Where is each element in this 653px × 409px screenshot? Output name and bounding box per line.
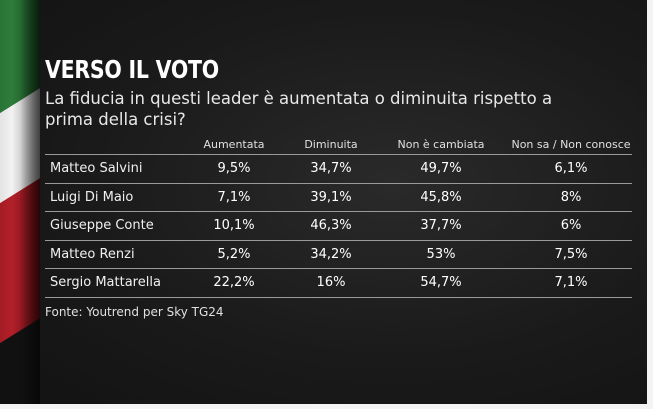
table-cell: 22,2% <box>213 275 255 290</box>
chart-title: VERSO IL VOTO <box>45 55 219 84</box>
table-cell: 49,7% <box>420 161 462 176</box>
table-cell: 16% <box>316 275 346 290</box>
frame-border-right <box>647 0 653 409</box>
table-divider <box>45 211 632 212</box>
table-cell: 45,8% <box>420 189 462 205</box>
frame-border-bottom <box>0 404 653 409</box>
chart-subtitle: La fiducia in questi leader è aumentata … <box>45 89 553 129</box>
row-label: Matteo Salvini <box>50 161 143 176</box>
column-header: Aumentata <box>203 138 265 151</box>
table-cell: 5,2% <box>217 246 251 262</box>
table-cell: 34,2% <box>310 246 352 262</box>
table-cell: 54,7% <box>420 275 462 290</box>
table-divider <box>45 296 632 298</box>
table-cell: 37,7% <box>420 218 462 233</box>
table-divider <box>45 239 632 241</box>
row-label: Giuseppe Conte <box>50 218 154 233</box>
table-cell: 53% <box>426 246 456 262</box>
table-cell: 9,5% <box>217 161 251 176</box>
column-header: Non sa / Non conosce <box>511 138 631 151</box>
table-divider <box>45 182 632 184</box>
table-cell: 8% <box>560 189 582 205</box>
table-cell: 34,7% <box>310 161 352 176</box>
row-label: Matteo Renzi <box>50 246 135 262</box>
table-cell: 7,1% <box>554 275 588 290</box>
table-divider <box>45 268 632 269</box>
row-label: Luigi Di Maio <box>50 189 134 205</box>
column-header: Non è cambiata <box>397 138 485 151</box>
table-cell: 46,3% <box>310 218 352 233</box>
table-cell: 6,1% <box>554 161 588 176</box>
row-label: Sergio Mattarella <box>50 275 161 290</box>
italian-flag-graphic <box>0 0 40 409</box>
table-divider <box>45 154 632 155</box>
table-cell: 6% <box>560 218 582 233</box>
column-header: Diminuita <box>304 138 358 151</box>
table-cell: 39,1% <box>310 189 352 205</box>
source-note: Fonte: Youtrend per Sky TG24 <box>45 305 224 319</box>
table-cell: 7,5% <box>554 246 588 262</box>
table-cell: 10,1% <box>213 218 255 233</box>
table-cell: 7,1% <box>217 189 251 205</box>
